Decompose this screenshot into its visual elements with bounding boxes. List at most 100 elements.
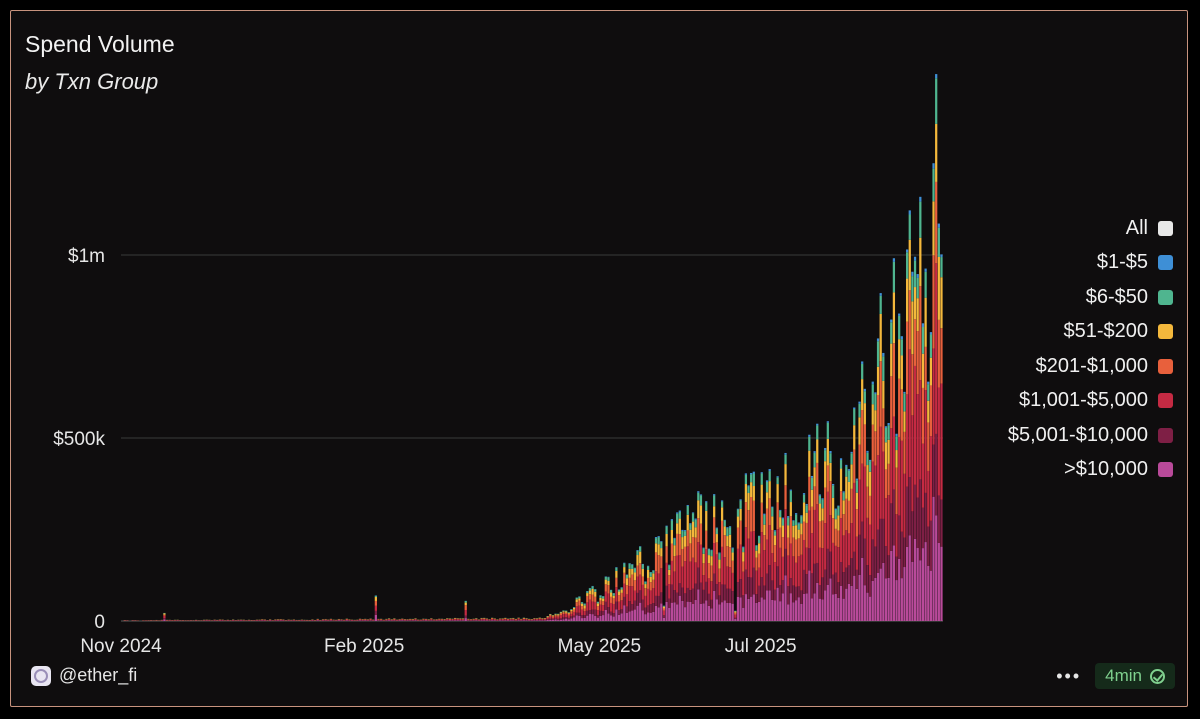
bar-segment: [755, 545, 758, 546]
bar-segment: [615, 567, 618, 568]
bar-segment: [633, 580, 637, 591]
bar-segment: [839, 468, 843, 492]
bar-segment: [549, 614, 552, 616]
legend-item-10000-plus[interactable]: >$10,000: [913, 453, 1173, 488]
bar-segment: [837, 597, 840, 621]
legend-item-201-1000[interactable]: $201-$1,000: [913, 349, 1173, 384]
bar-segment: [665, 525, 668, 527]
bar-segment: [269, 619, 272, 621]
bar-segment: [787, 525, 790, 538]
bar-segment: [845, 567, 848, 589]
bar-segment: [829, 481, 832, 516]
freshness-label: 4min: [1105, 666, 1142, 685]
bar-segment: [586, 593, 589, 596]
legend-item-51-200[interactable]: $51-$200: [913, 315, 1173, 350]
bar-segment: [802, 593, 806, 621]
bar-segment: [776, 529, 779, 567]
bar-segment: [707, 578, 711, 594]
bar-segment: [826, 422, 829, 439]
bar-segment: [631, 564, 634, 565]
bar-segment: [163, 615, 166, 619]
bar-segment: [686, 546, 689, 588]
bar-segment: [678, 554, 681, 584]
bar-segment: [868, 459, 872, 462]
bar-segment: [644, 607, 647, 615]
bar-segment: [802, 493, 806, 495]
bar-segment: [691, 604, 695, 621]
bar-segment: [361, 619, 364, 621]
bar-segment: [506, 619, 510, 620]
freshness-badge[interactable]: 4min: [1095, 663, 1175, 689]
y-tick-label: $1m: [68, 246, 105, 267]
bar-segment: [895, 514, 898, 557]
bar-segment: [855, 509, 859, 537]
bar-segment: [726, 546, 729, 567]
bar-segment: [726, 566, 729, 589]
bar-segment: [937, 495, 940, 543]
source-attribution[interactable]: @ether_fi: [31, 665, 137, 686]
bar-segment: [562, 612, 565, 615]
bar-segment: [789, 516, 792, 544]
bar-segment: [882, 380, 885, 409]
bar-segment: [787, 586, 790, 605]
bar-segment: [636, 565, 639, 577]
bar-segment: [586, 610, 589, 616]
bar-segment: [565, 613, 568, 618]
bar-segment: [776, 502, 779, 530]
bar-segment: [771, 516, 774, 530]
bar-segment: [876, 529, 880, 573]
bar-segment: [884, 442, 888, 470]
bar-segment: [607, 607, 610, 614]
bar-segment: [866, 465, 869, 487]
bar-segment: [797, 529, 800, 539]
bar-segment: [773, 530, 777, 532]
bar-segment: [681, 587, 684, 601]
bar-segment: [512, 618, 515, 620]
bar-segment: [551, 616, 555, 618]
bar-segment: [435, 619, 438, 621]
bar-segment: [829, 450, 832, 454]
bar-segment: [549, 615, 552, 617]
legend-item-1-5[interactable]: $1-$5: [913, 246, 1173, 281]
bar-segment: [937, 542, 940, 621]
bar-segment: [734, 619, 737, 621]
bar-segment: [776, 484, 779, 503]
bar-segment: [639, 563, 642, 575]
legend-swatch: [1158, 220, 1173, 236]
bar-segment: [567, 615, 570, 618]
bar-segment: [604, 601, 607, 610]
bar-segment: [932, 163, 935, 169]
bar-segment: [596, 610, 599, 616]
legend-item-6-50[interactable]: $6-$50: [913, 280, 1173, 315]
bar-segment: [921, 353, 925, 388]
bar-segment: [448, 620, 451, 621]
bar-segment: [850, 523, 853, 559]
bar-segment: [805, 505, 808, 513]
bar-segment: [916, 277, 919, 299]
bar-segment: [604, 579, 607, 585]
bar-segment: [628, 586, 631, 602]
more-options-icon[interactable]: •••: [1056, 665, 1082, 686]
bar-segment: [924, 297, 927, 347]
legend-item-1001-5000[interactable]: $1,001-$5,000: [913, 384, 1173, 419]
bar-segment: [578, 598, 581, 601]
bar-segment: [831, 485, 835, 498]
chart-plot: 0 $500k $1m Nov 2024 Feb 2025 May 2025 Jul 202…: [53, 74, 943, 657]
bar-segment: [665, 526, 668, 534]
bar-segment: [871, 381, 874, 385]
legend-item-all[interactable]: All: [913, 211, 1173, 246]
bar-segment: [792, 537, 795, 557]
bar-segment: [633, 568, 637, 573]
bar-segment: [821, 520, 824, 549]
bar-segment: [868, 471, 872, 496]
bar-segment: [839, 518, 843, 563]
bar-segment: [562, 617, 565, 620]
bar-segment: [707, 555, 711, 564]
bar-segment: [879, 361, 882, 427]
bar-segment: [876, 455, 880, 530]
bar-segment: [678, 534, 681, 555]
legend-item-5001-10000[interactable]: $5,001-$10,000: [913, 418, 1173, 453]
bar-segment: [927, 526, 930, 566]
bar-segment: [818, 547, 822, 586]
bar-segment: [805, 512, 808, 523]
